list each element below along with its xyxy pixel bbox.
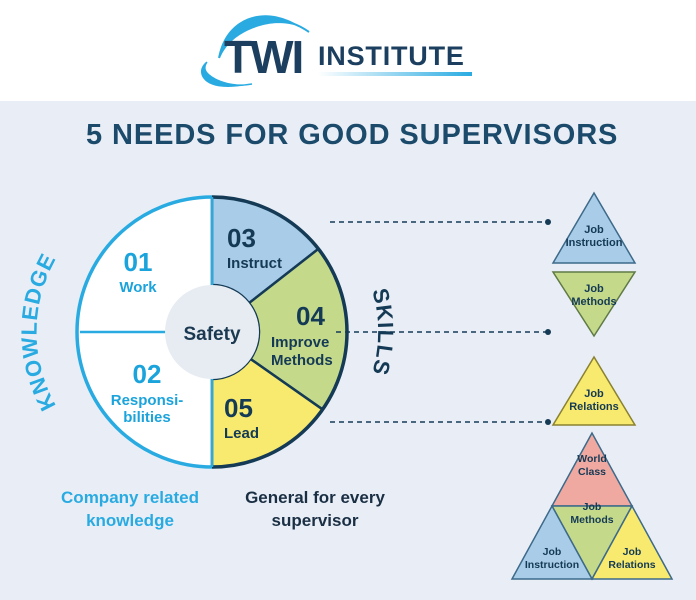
svg-text:bilities: bilities	[123, 409, 171, 426]
svg-text:Instruct: Instruct	[227, 255, 282, 272]
svg-text:Job: Job	[623, 546, 642, 558]
svg-text:World: World	[577, 453, 607, 465]
svg-text:Relations: Relations	[608, 559, 655, 571]
svg-text:Responsi-: Responsi-	[111, 392, 184, 409]
svg-text:Lead: Lead	[224, 425, 259, 442]
svg-text:Safety: Safety	[183, 324, 240, 345]
svg-text:Methods: Methods	[271, 352, 333, 369]
svg-text:KNOWLEDGE: KNOWLEDGE	[16, 249, 60, 415]
svg-text:Instruction: Instruction	[525, 559, 579, 571]
svg-text:Methods: Methods	[570, 514, 613, 526]
svg-text:04: 04	[296, 301, 325, 331]
svg-text:Instruction: Instruction	[566, 237, 623, 249]
svg-text:SKILLS: SKILLS	[367, 286, 398, 379]
svg-text:Job: Job	[584, 388, 604, 400]
svg-text:03: 03	[227, 223, 256, 253]
svg-text:Job: Job	[583, 501, 602, 513]
svg-text:Methods: Methods	[571, 296, 616, 308]
svg-text:01: 01	[124, 247, 153, 277]
svg-text:Job: Job	[584, 224, 604, 236]
svg-text:Work: Work	[119, 279, 157, 296]
svg-text:05: 05	[224, 393, 253, 423]
svg-text:02: 02	[133, 359, 162, 389]
svg-text:Job: Job	[543, 546, 562, 558]
svg-text:Job: Job	[584, 283, 604, 295]
svg-text:Improve: Improve	[271, 334, 329, 351]
svg-text:Class: Class	[578, 466, 606, 478]
svg-text:Relations: Relations	[569, 401, 619, 413]
